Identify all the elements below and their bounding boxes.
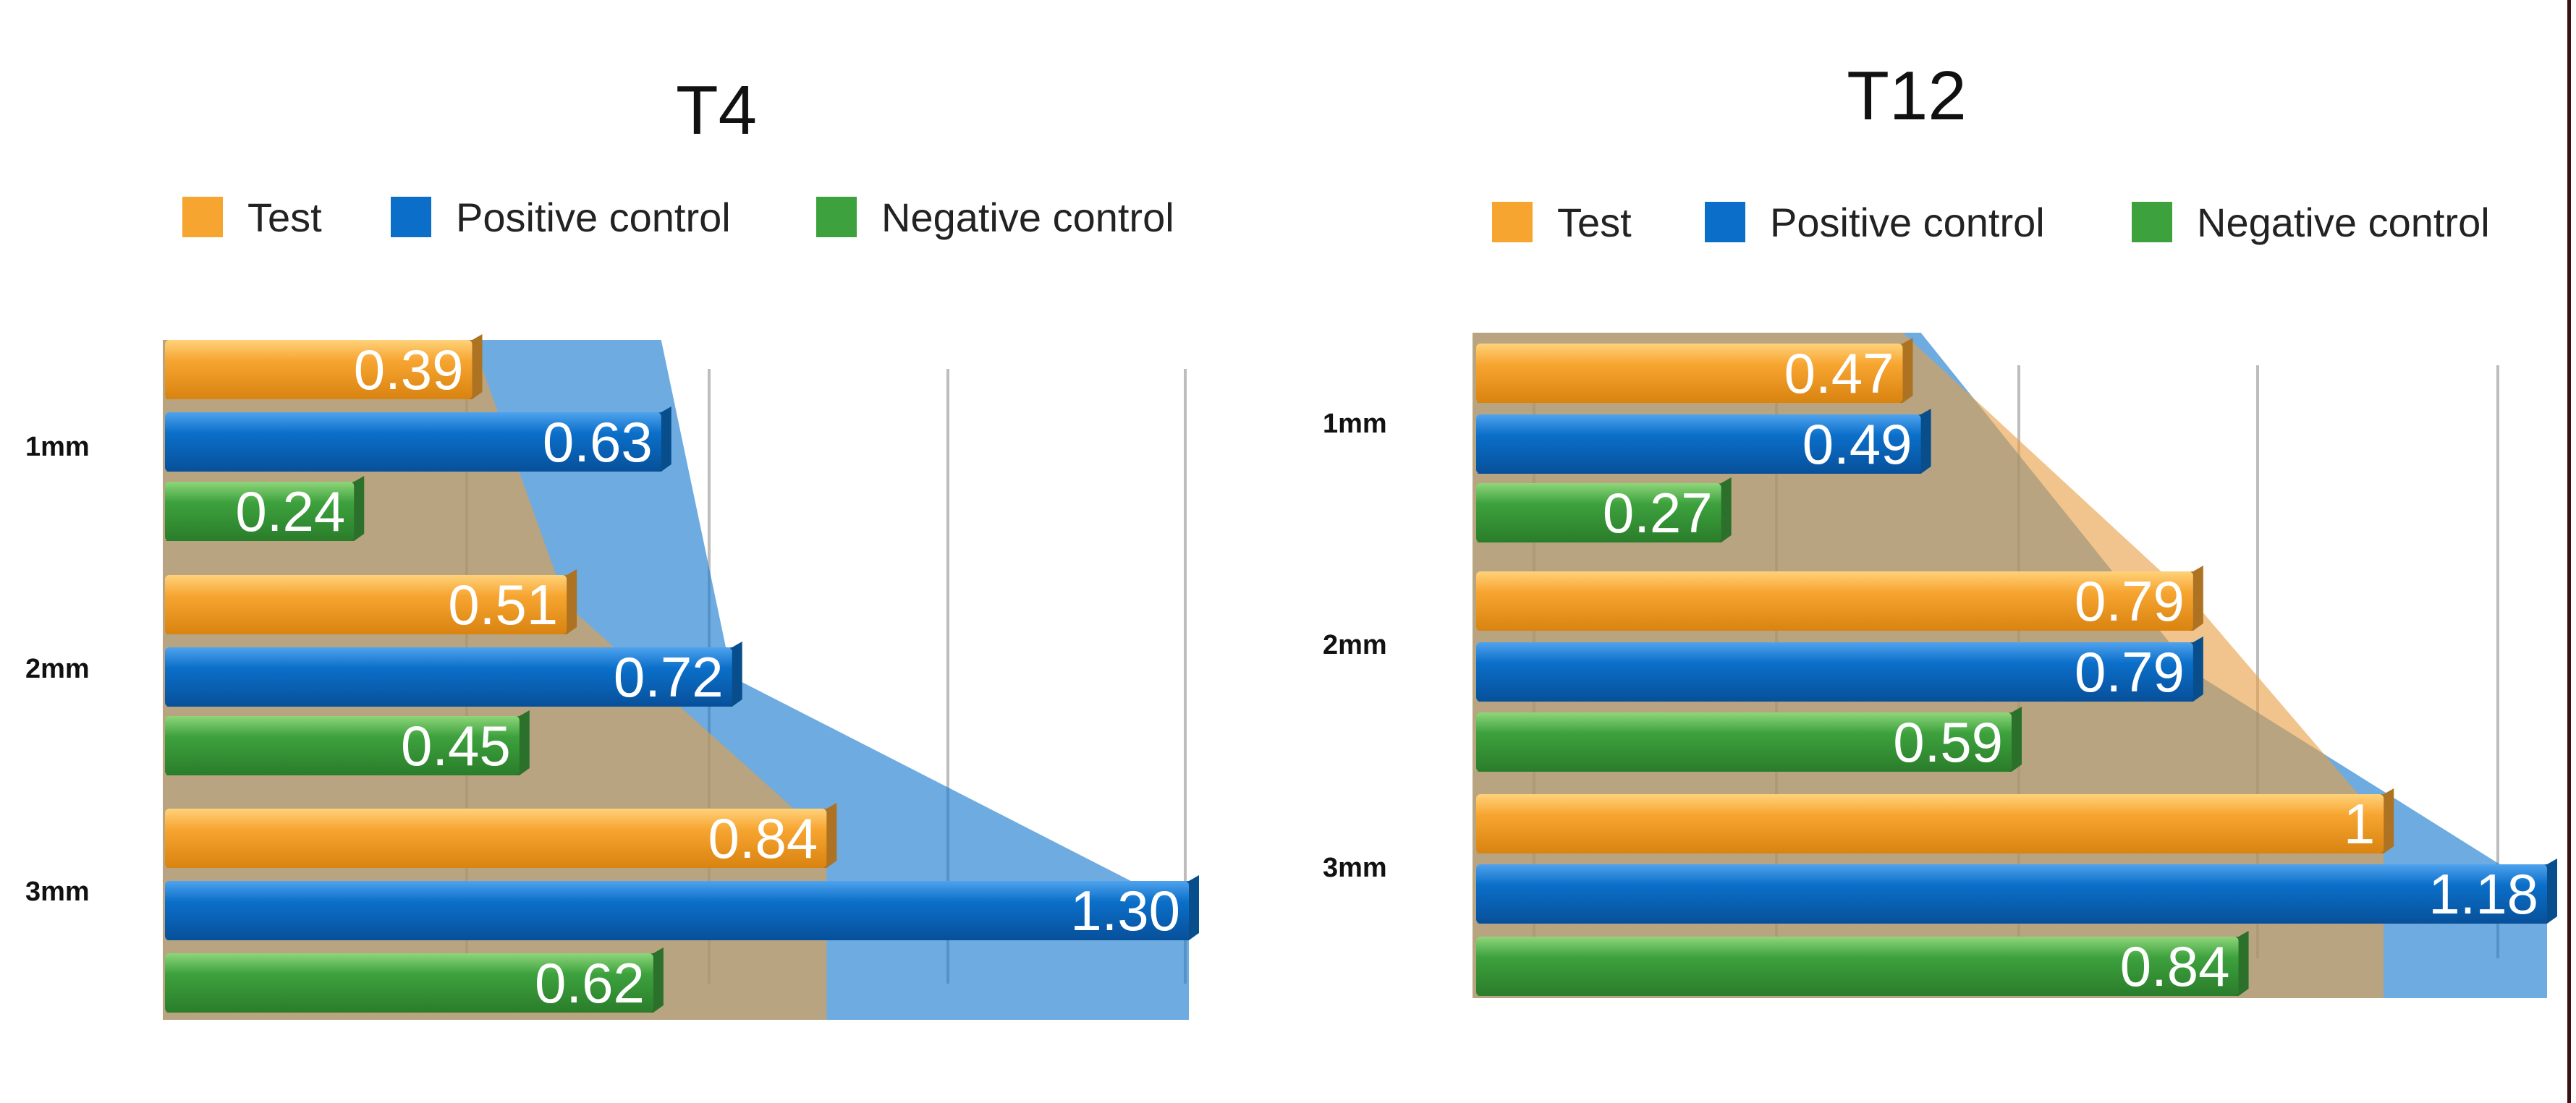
legend-swatch-0 bbox=[1492, 202, 1533, 242]
bar-test-2mm bbox=[1476, 571, 2193, 631]
chart-title: T12 bbox=[1847, 57, 1966, 135]
legend-label-1: Positive control bbox=[1770, 200, 2045, 245]
chart-t12: T12 Test Positive control Negative control 1… bbox=[1323, 57, 2557, 998]
data-label: 0.47 bbox=[1784, 341, 1894, 405]
bar-test-3mm bbox=[165, 809, 827, 868]
category-label-2mm: 2mm bbox=[25, 654, 90, 684]
data-label: 0.59 bbox=[1893, 710, 2003, 774]
data-label: 0.45 bbox=[401, 714, 511, 778]
data-label: 0.79 bbox=[2075, 569, 2185, 633]
legend-label-0: Test bbox=[247, 195, 322, 240]
bar-test-3mm bbox=[1476, 794, 2384, 853]
category-label-1mm: 1mm bbox=[25, 432, 90, 462]
bar-negative-control-2mm bbox=[1476, 712, 2012, 772]
data-label: 1.18 bbox=[2428, 862, 2538, 926]
bar-positive-control-1mm bbox=[1476, 414, 1921, 474]
legend-swatch-0 bbox=[182, 197, 223, 237]
bar-test-1mm bbox=[1476, 344, 1903, 403]
bar-negative-control-3mm bbox=[1476, 937, 2239, 996]
bar-test-2mm bbox=[165, 575, 567, 634]
right-border-line bbox=[2567, 0, 2571, 1103]
category-label-3mm: 3mm bbox=[1323, 853, 1387, 883]
legend-label-0: Test bbox=[1557, 200, 1632, 245]
bar-positive-control-3mm bbox=[165, 881, 1189, 940]
data-label: 1.30 bbox=[1070, 879, 1180, 942]
bar-positive-control-1mm bbox=[165, 412, 661, 472]
category-label-2mm: 2mm bbox=[1323, 630, 1387, 660]
bar-negative-control-1mm bbox=[165, 482, 355, 541]
data-label: 0.24 bbox=[235, 480, 345, 543]
category-label-3mm: 3mm bbox=[25, 877, 90, 907]
bar-negative-control-3mm bbox=[165, 953, 653, 1013]
data-label: 0.51 bbox=[448, 573, 558, 636]
legend-swatch-2 bbox=[2132, 202, 2172, 242]
data-label: 0.49 bbox=[1802, 412, 1912, 476]
legend-label-2: Negative control bbox=[881, 195, 1174, 240]
data-label: 0.39 bbox=[354, 338, 464, 401]
legend-swatch-1 bbox=[1705, 202, 1745, 242]
legend-label-1: Positive control bbox=[456, 195, 731, 240]
data-label: 0.63 bbox=[543, 410, 653, 474]
data-label: 0.72 bbox=[614, 645, 724, 709]
bar-positive-control-2mm bbox=[1476, 642, 2193, 702]
data-label: 0.84 bbox=[2120, 934, 2230, 998]
category-label-1mm: 1mm bbox=[1323, 409, 1387, 439]
data-label: 1 bbox=[2344, 792, 2375, 856]
chart-t4: T4 Test Positive control Negative control 1m… bbox=[25, 72, 1199, 1020]
data-label: 0.27 bbox=[1603, 481, 1713, 545]
data-label: 0.62 bbox=[535, 951, 645, 1015]
bar-negative-control-1mm bbox=[1476, 483, 1721, 542]
legend-swatch-2 bbox=[816, 197, 857, 237]
bar-positive-control-3mm bbox=[1476, 864, 2547, 924]
chart-title: T4 bbox=[676, 72, 757, 149]
bar-negative-control-2mm bbox=[165, 716, 520, 775]
legend-label-2: Negative control bbox=[2197, 200, 2490, 245]
legend-swatch-1 bbox=[391, 197, 431, 237]
bar-positive-control-2mm bbox=[165, 647, 732, 707]
bar-test-1mm bbox=[165, 340, 473, 399]
data-label: 0.84 bbox=[708, 806, 818, 870]
data-label: 0.79 bbox=[2075, 640, 2185, 704]
